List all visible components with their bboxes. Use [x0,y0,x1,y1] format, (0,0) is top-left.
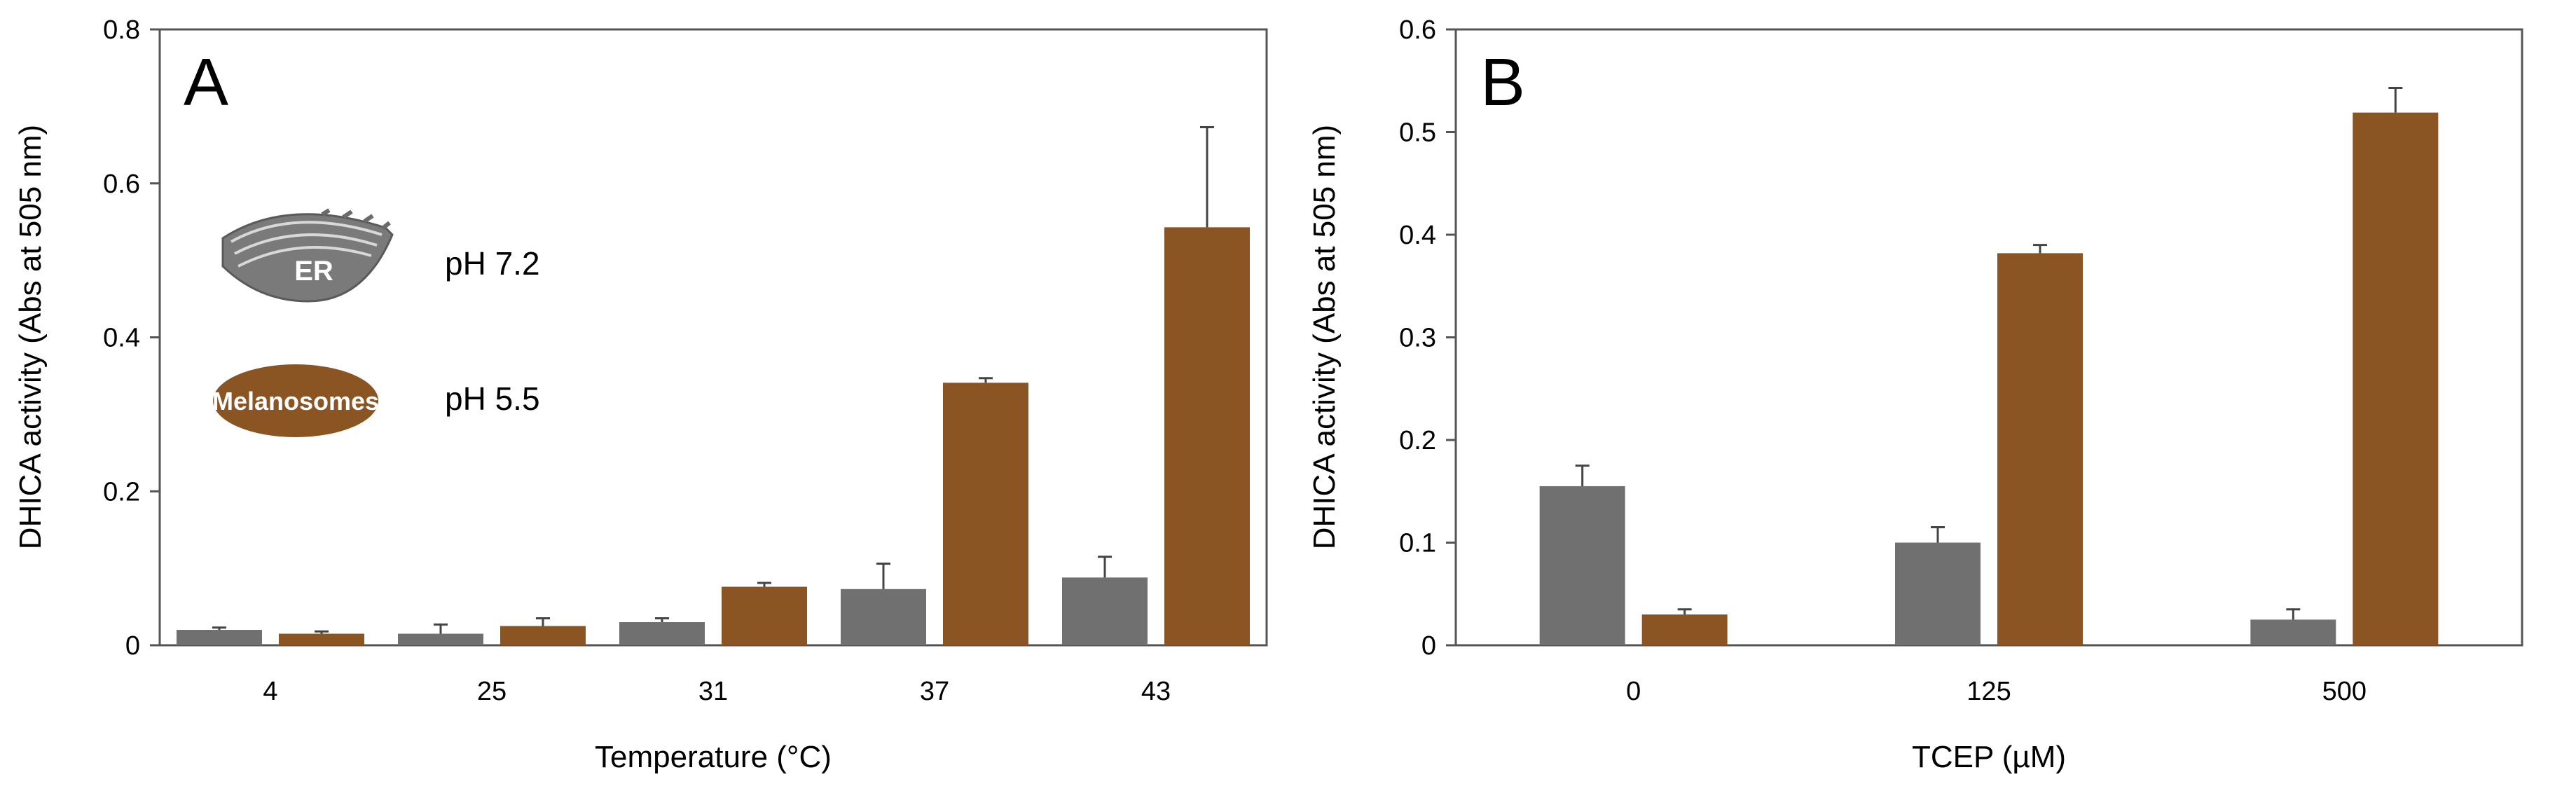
bar-melanosome [943,383,1028,645]
y-tick-label: 0.1 [1399,529,1436,558]
bar-melanosome [279,633,364,645]
melanosome-icon: Melanosomes [212,364,379,437]
panel-a-letter: A [184,45,228,120]
melanosome-icon-label: Melanosomes [212,387,379,415]
bar-melanosome [722,586,807,645]
bar-melanosome [1997,253,2083,645]
er-icon-label: ER [294,256,333,287]
bar-er [398,633,483,645]
panel-a-y-ticks: 0 0.2 0.4 0.6 0.8 [103,15,160,661]
bar-er [841,589,926,645]
legend-mel-ph: pH 5.5 [445,380,540,417]
melanosome-ellipse [213,364,378,437]
panel-b-x-axis-title: TCEP (µM) [1912,740,2066,774]
legend: ER pH 7.2 Melanosomes pH 5.5 [212,208,540,437]
panel-a-x-axis-title: Temperature (°C) [595,740,832,774]
y-tick-label: 0.8 [103,15,140,45]
x-tick-label: 4 [263,677,277,706]
bar-er [1539,486,1625,645]
bar-melanosome [500,626,586,645]
y-tick-label: 0.2 [1399,426,1436,455]
y-tick-label: 0.4 [1399,221,1436,250]
y-tick-label: 0.2 [103,477,140,507]
x-tick-label: 25 [477,677,507,706]
panel-b: 00.10.20.30.40.50.6 0 125 500 B TCEP (µM) … [1307,15,2523,774]
bar-er [1895,542,1981,645]
panel-a: 0 0.2 0.4 0.6 0.8 4 25 31 37 43 A Temperature (°… [13,15,1268,774]
panel-a-y-axis-title: DHICA activity (Abs at 505 nm) [13,125,48,549]
bar-er [2250,619,2336,645]
panel-a-bars [177,126,1250,645]
y-tick-label: 0.6 [103,170,140,199]
y-tick-label: 0.4 [103,324,140,353]
er-organelle-icon: ER [221,208,394,303]
legend-er-ph: pH 7.2 [445,245,540,282]
bar-melanosome [2353,112,2439,646]
panel-b-y-axis-title: DHICA activity (Abs at 505 nm) [1307,125,1342,549]
x-tick-label: 43 [1141,677,1171,706]
bar-er [177,630,262,645]
y-tick-label: 0.5 [1399,118,1436,148]
x-tick-label: 37 [920,677,949,706]
bar-melanosome [1641,614,1728,645]
panel-a-x-ticks: 4 25 31 37 43 [263,677,1171,706]
y-tick-label: 0 [125,631,140,661]
panel-b-letter: B [1480,45,1525,120]
panel-b-bars [1539,87,2439,646]
x-tick-label: 125 [1967,677,2011,706]
y-tick-label: 0.6 [1399,15,1436,45]
x-tick-label: 0 [1626,677,1641,706]
y-tick-label: 0.3 [1399,324,1436,353]
bar-er [619,622,705,645]
y-tick-label: 0 [1421,631,1436,661]
panel-b-x-ticks: 0 125 500 [1626,677,2367,706]
x-tick-label: 500 [2322,677,2367,706]
panel-b-y-ticks: 0 0.1 0.2 0.3 0.4 0.5 0.6 [1399,15,1456,661]
panel-a-plot-frame [158,28,1268,647]
bar-er [1062,577,1148,645]
bar-melanosome [1164,227,1250,645]
x-tick-label: 31 [698,677,728,706]
